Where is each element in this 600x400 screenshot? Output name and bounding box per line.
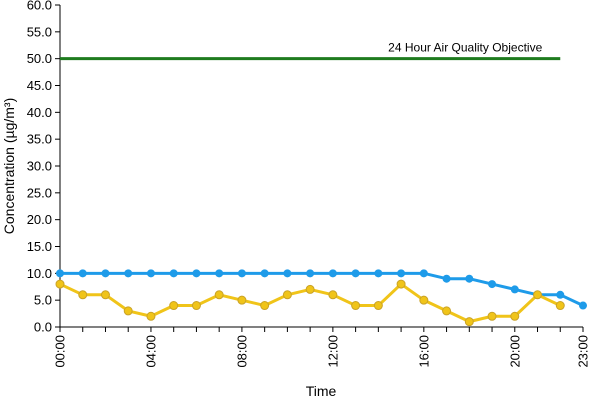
data-point xyxy=(123,306,133,316)
data-point xyxy=(146,311,156,321)
y-axis-title-group: Concentration (µg/m³) xyxy=(1,98,17,234)
y-tick-label: 25.0 xyxy=(27,185,52,200)
y-tick-label: 55.0 xyxy=(27,24,52,39)
data-point xyxy=(55,279,65,289)
y-tick-label: 60.0 xyxy=(27,0,52,13)
data-point xyxy=(351,269,360,278)
y-tick-label: 50.0 xyxy=(27,51,52,66)
data-point xyxy=(100,290,110,300)
data-point xyxy=(328,269,337,278)
y-tick-label: 0.0 xyxy=(34,320,52,335)
data-point xyxy=(191,301,201,311)
data-point xyxy=(169,269,178,278)
data-point xyxy=(579,301,587,310)
data-point xyxy=(488,280,497,289)
data-point xyxy=(442,274,451,283)
data-point xyxy=(465,274,474,283)
y-tick-label: 30.0 xyxy=(27,159,52,174)
data-point xyxy=(487,311,497,321)
y-tick-label: 5.0 xyxy=(34,293,52,308)
series-1 xyxy=(56,269,587,310)
data-point xyxy=(237,269,246,278)
data-point xyxy=(56,269,64,278)
x-tick-label: 16:00 xyxy=(416,335,431,368)
data-point xyxy=(237,295,247,305)
data-point xyxy=(374,269,383,278)
objective-label: 24 Hour Air Quality Objective xyxy=(388,41,542,55)
series-line xyxy=(60,271,584,307)
data-point xyxy=(260,301,270,311)
y-tick-label: 35.0 xyxy=(27,132,52,147)
x-tick-label: 23:00 xyxy=(576,335,591,368)
data-point xyxy=(396,279,406,289)
data-point xyxy=(78,269,87,278)
data-point xyxy=(556,290,565,299)
x-tick-label: 04:00 xyxy=(143,335,158,368)
data-point xyxy=(192,269,201,278)
data-point xyxy=(464,317,474,327)
data-point xyxy=(419,269,428,278)
data-point xyxy=(373,301,383,311)
data-point xyxy=(101,269,110,278)
data-point xyxy=(282,290,292,300)
data-point xyxy=(510,311,520,321)
data-point xyxy=(169,301,179,311)
data-point xyxy=(442,306,452,316)
y-tick-label: 45.0 xyxy=(27,78,52,93)
data-point xyxy=(351,301,361,311)
data-point xyxy=(397,269,406,278)
data-point xyxy=(306,269,315,278)
series-2 xyxy=(55,279,565,327)
data-point xyxy=(260,269,269,278)
data-point xyxy=(533,290,543,300)
x-tick-label: 12:00 xyxy=(325,335,340,368)
data-point xyxy=(78,290,88,300)
data-point xyxy=(555,301,565,311)
y-tick-label: 10.0 xyxy=(27,266,52,281)
x-tick-label: 20:00 xyxy=(507,335,522,368)
data-point xyxy=(283,269,292,278)
x-axis-title: Time xyxy=(306,383,337,399)
data-point xyxy=(510,285,519,294)
data-point xyxy=(214,290,224,300)
x-tick-label: 08:00 xyxy=(234,335,249,368)
y-axis-title: Concentration (µg/m³) xyxy=(1,98,17,234)
y-tick-label: 40.0 xyxy=(27,105,52,120)
data-point xyxy=(305,284,315,294)
y-tick-label: 20.0 xyxy=(27,212,52,227)
x-tick-label: 00:00 xyxy=(53,335,68,368)
data-point xyxy=(215,269,224,278)
plot-area: 0.0 5.0 10.0 15.0 20.0 25.0 30.0 35.0 40.0 45.0 50… xyxy=(27,0,591,368)
data-point xyxy=(419,295,429,305)
data-point xyxy=(328,290,338,300)
data-point xyxy=(124,269,133,278)
data-point xyxy=(146,269,155,278)
y-tick-label: 15.0 xyxy=(27,239,52,254)
